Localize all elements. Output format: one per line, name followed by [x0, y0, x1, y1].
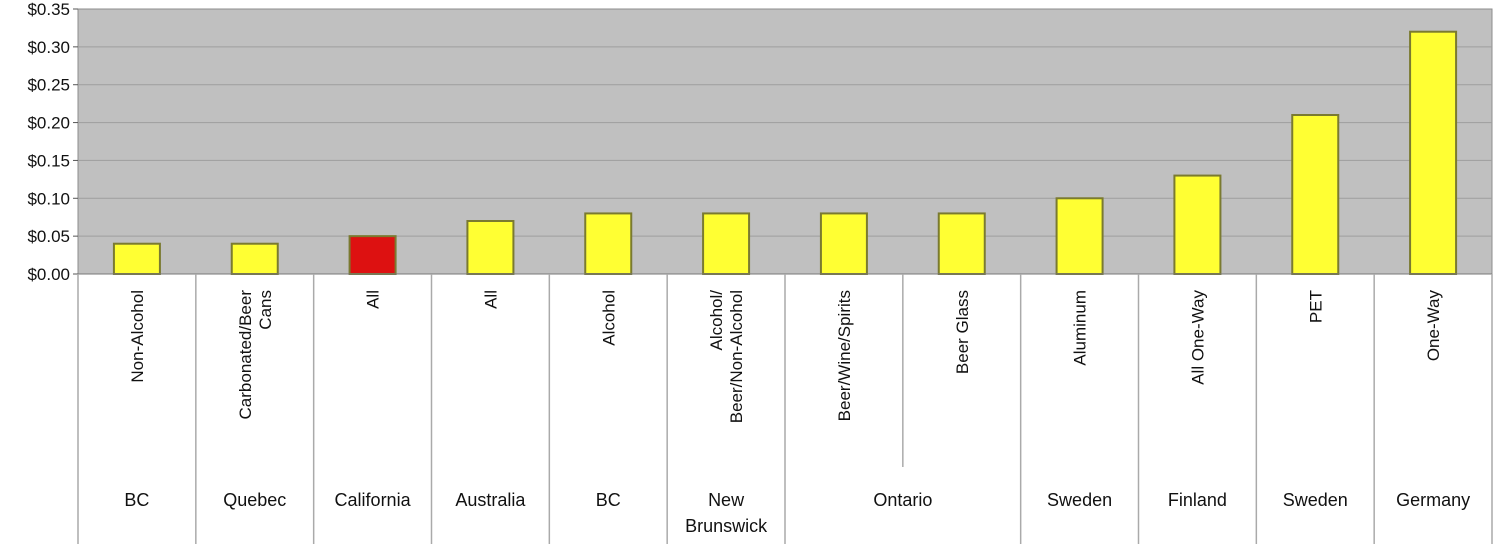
category-label-10: PET: [1306, 290, 1325, 323]
gridlines: [78, 46, 1492, 237]
bar-2: [348, 235, 397, 275]
region-label: Finland: [1168, 490, 1227, 510]
category-label-line: Non-Alcohol: [128, 290, 147, 383]
category-label-4: Alcohol: [599, 290, 618, 346]
bar-0: [112, 242, 161, 275]
category-label-6: Beer/Wine/Spirits: [835, 290, 854, 421]
bar-6: [819, 212, 868, 276]
region-label: Germany: [1396, 490, 1470, 510]
region-label: Quebec: [223, 490, 286, 510]
category-label-5: Alcohol/Beer/Non-Alcohol: [707, 290, 746, 424]
category-label-line: All: [481, 290, 500, 309]
category-label-line: Beer/Non-Alcohol: [727, 290, 746, 423]
category-label-3: All: [481, 290, 500, 309]
region-label: Sweden: [1047, 490, 1112, 510]
region-label: Brunswick: [685, 516, 768, 536]
category-label-9: All One-Way: [1188, 290, 1207, 385]
category-label-line: Alcohol/: [707, 290, 726, 351]
y-tick-label: $0.20: [27, 114, 70, 133]
region-label: BC: [124, 490, 149, 510]
region-label: BC: [596, 490, 621, 510]
y-tick-label: $0.35: [27, 0, 70, 19]
bar-11: [1409, 30, 1458, 276]
category-label-0: Non-Alcohol: [128, 290, 147, 383]
region-label: Ontario: [873, 490, 932, 510]
category-label-2: All: [364, 290, 383, 309]
y-axis: $0.00 $0.05 $0.10 $0.15 $0.20 $0.25 $0.30 $0.35: [27, 0, 78, 284]
region-label: Sweden: [1283, 490, 1348, 510]
y-tick-label: $0.05: [27, 227, 70, 246]
category-label-line: Cans: [256, 290, 275, 330]
y-tick-label: $0.10: [27, 189, 70, 208]
category-label-line: All One-Way: [1188, 290, 1207, 385]
bar-3: [466, 220, 515, 275]
category-label-line: PET: [1306, 290, 1325, 323]
y-tick-label: $0.30: [27, 38, 70, 57]
region-label: California: [335, 490, 412, 510]
category-label-line: Alcohol: [599, 290, 618, 346]
bar-1: [230, 242, 279, 275]
category-label-line: Aluminum: [1071, 290, 1090, 366]
y-tick-label: $0.25: [27, 76, 70, 95]
region-label: New: [708, 490, 745, 510]
category-label-11: One-Way: [1424, 290, 1443, 362]
category-label-line: Beer Glass: [953, 290, 972, 374]
category-label-line: One-Way: [1424, 290, 1443, 362]
category-label-1: Carbonated/Beer Cans: [236, 290, 275, 420]
bar-4: [584, 212, 633, 276]
region-label: Australia: [455, 490, 526, 510]
category-label-line: Carbonated/Beer: [236, 290, 255, 420]
category-label-line: All: [364, 290, 383, 309]
category-table: Non-Alcohol Carbonated/Beer Cans All All Alco…: [77, 273, 1493, 544]
y-tick-label: $0.00: [27, 265, 70, 284]
y-tick-label: $0.15: [27, 151, 70, 170]
bar-5: [702, 212, 751, 276]
bar-8: [1055, 197, 1104, 276]
bar-9: [1173, 174, 1222, 275]
category-label-line: Beer/Wine/Spirits: [835, 290, 854, 421]
bar-7: [937, 212, 986, 276]
category-label-8: Aluminum: [1071, 290, 1090, 366]
plot-area: [77, 8, 1493, 275]
bar-10: [1291, 114, 1340, 275]
category-label-7: Beer Glass: [953, 290, 972, 374]
bars: [112, 30, 1458, 276]
